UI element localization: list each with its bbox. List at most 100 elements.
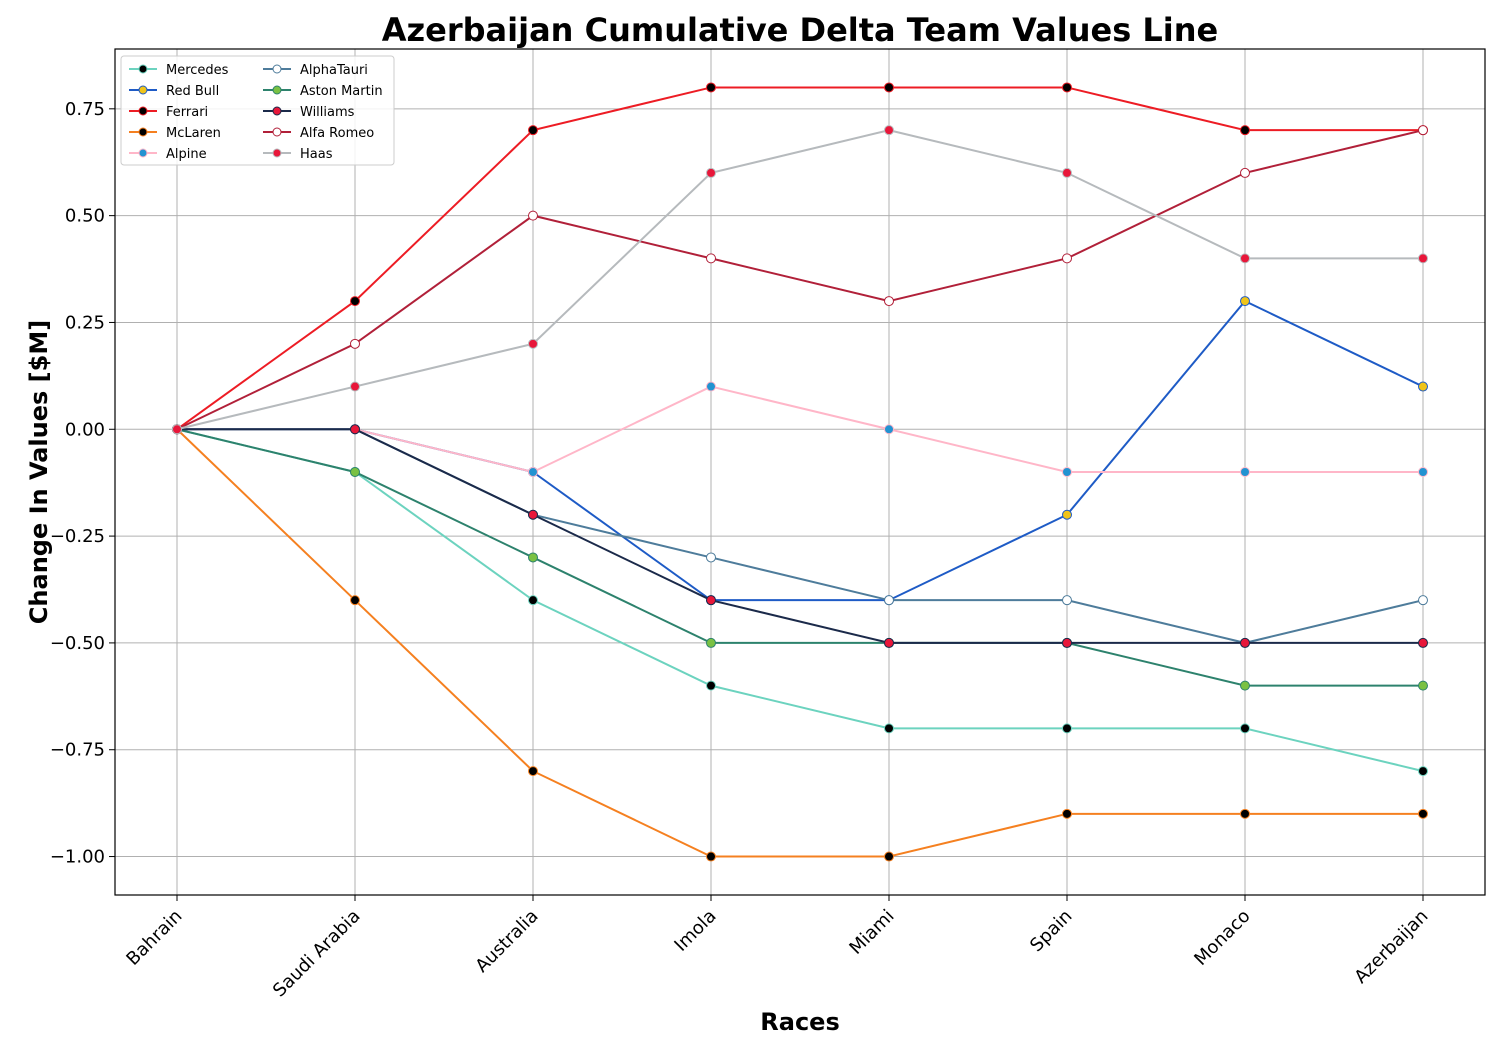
y-axis-label: Change In Values [$M] — [25, 320, 53, 624]
data-point-williams — [350, 424, 360, 435]
data-point-mercedes — [706, 680, 716, 691]
series-aston-martin — [172, 424, 1428, 691]
series-line-alpine — [177, 385, 1423, 474]
data-point-aston-martin — [1418, 680, 1428, 691]
data-point-mclaren — [706, 851, 716, 862]
legend-marker — [138, 64, 148, 74]
legend-marker — [138, 127, 148, 137]
legend-item-ferrari: Ferrari — [129, 105, 208, 120]
data-point-aston-martin — [350, 467, 360, 477]
data-point-williams — [1062, 637, 1072, 648]
series-alfa-romeo — [172, 125, 1428, 435]
y-tick-label: −0.75 — [50, 740, 105, 761]
legend-item-williams: Williams — [263, 105, 355, 120]
data-point-alphatauri — [884, 595, 894, 606]
series-line-alfa-romeo — [176, 129, 1424, 431]
legend-marker — [272, 127, 282, 137]
legend-marker — [272, 64, 282, 74]
data-point-williams — [1240, 637, 1250, 648]
legend-box — [120, 55, 395, 166]
data-point-alpine — [884, 424, 894, 435]
data-point-mercedes — [528, 595, 538, 606]
y-tick-label: 0.75 — [65, 99, 105, 120]
x-tick-label: Monaco — [1190, 906, 1254, 970]
data-point-williams — [528, 509, 538, 520]
legend-item-alfa-romeo: Alfa Romeo — [263, 126, 374, 141]
data-point-mclaren — [884, 851, 894, 862]
data-point-alphatauri — [1062, 595, 1072, 606]
y-tick-label: 0.00 — [65, 419, 105, 440]
data-point-haas — [1240, 253, 1250, 264]
data-point-haas — [884, 125, 894, 136]
data-point-aston-martin — [528, 552, 538, 563]
legend-label: McLaren — [166, 126, 221, 141]
data-point-alpine — [1418, 467, 1428, 477]
legend-item-haas: Haas — [263, 147, 333, 162]
y-tick-label: 0.25 — [65, 312, 105, 333]
legend-label: Red Bull — [166, 84, 219, 99]
data-point-mclaren — [350, 595, 360, 606]
series-line-mercedes — [176, 428, 1424, 773]
data-point-red-bull — [1240, 296, 1250, 307]
legend: Mercedes Red Bull Ferrari McLaren Alpine Alph… — [120, 55, 395, 166]
x-tick-label: Saudi Arabia — [269, 906, 365, 1002]
x-tick-label: Australia — [471, 906, 542, 977]
legend-item-mercedes: Mercedes — [129, 63, 229, 78]
series-line-red-bull — [177, 299, 1424, 602]
legend-item-aston-martin: Aston Martin — [263, 84, 383, 99]
x-tick-label: Imola — [670, 906, 720, 956]
data-point-alpine — [1062, 467, 1072, 477]
legend-label: Alfa Romeo — [300, 126, 374, 141]
series-line-aston-martin — [176, 428, 1423, 687]
legend-label: Alpine — [166, 147, 207, 162]
data-point-ferrari — [706, 82, 716, 93]
y-tick-label: −0.50 — [50, 633, 105, 654]
axis-ticks: Bahrain Saudi Arabia Australia Imola Miami Sp… — [50, 99, 1433, 1001]
data-point-alfa-romeo — [350, 338, 360, 349]
series-red-bull — [172, 296, 1428, 606]
series-alpine — [172, 381, 1428, 477]
data-point-aston-martin — [706, 637, 716, 648]
data-point-alfa-romeo — [528, 210, 538, 221]
data-point-williams — [706, 595, 716, 606]
data-point-haas — [528, 338, 538, 349]
data-point-alpine — [1240, 467, 1250, 477]
data-point-williams — [1418, 637, 1428, 648]
data-point-ferrari — [884, 82, 894, 93]
x-tick-label: Miami — [845, 906, 898, 959]
legend-label: Ferrari — [166, 105, 208, 120]
x-tick-label: Spain — [1026, 906, 1076, 956]
data-point-alpine — [706, 381, 716, 392]
series-ferrari — [172, 82, 1428, 435]
series-line-mclaren — [176, 428, 1423, 858]
data-point-mclaren — [1062, 808, 1072, 819]
x-tick-label: Azerbaijan — [1350, 906, 1432, 988]
legend-marker — [138, 148, 148, 158]
legend-label: Williams — [300, 105, 355, 120]
legend-item-alphatauri: AlphaTauri — [263, 63, 368, 78]
data-point-alpine — [528, 467, 538, 477]
legend-marker — [272, 148, 282, 158]
legend-marker — [138, 85, 148, 95]
x-axis-label: Races — [760, 1008, 839, 1036]
data-point-alfa-romeo — [1418, 125, 1428, 136]
data-point-red-bull — [1418, 381, 1428, 392]
legend-item-red-bull: Red Bull — [129, 84, 219, 99]
data-point-mercedes — [1062, 723, 1072, 734]
legend-label: AlphaTauri — [300, 63, 368, 78]
data-point-alfa-romeo — [706, 253, 716, 264]
y-tick-label: −1.00 — [50, 847, 105, 868]
x-tick-label: Bahrain — [122, 906, 186, 970]
data-point-mercedes — [884, 723, 894, 734]
data-point-mclaren — [1240, 808, 1250, 819]
series-line-ferrari — [176, 86, 1423, 431]
legend-marker — [272, 106, 282, 116]
legend-label: Mercedes — [166, 63, 229, 78]
legend-label: Aston Martin — [300, 84, 383, 99]
chart-title: Azerbaijan Cumulative Delta Team Values … — [382, 11, 1218, 49]
data-point-alphatauri — [706, 552, 716, 563]
data-point-mercedes — [1240, 723, 1250, 734]
series-line-haas — [176, 129, 1423, 431]
data-point-williams — [884, 637, 894, 648]
